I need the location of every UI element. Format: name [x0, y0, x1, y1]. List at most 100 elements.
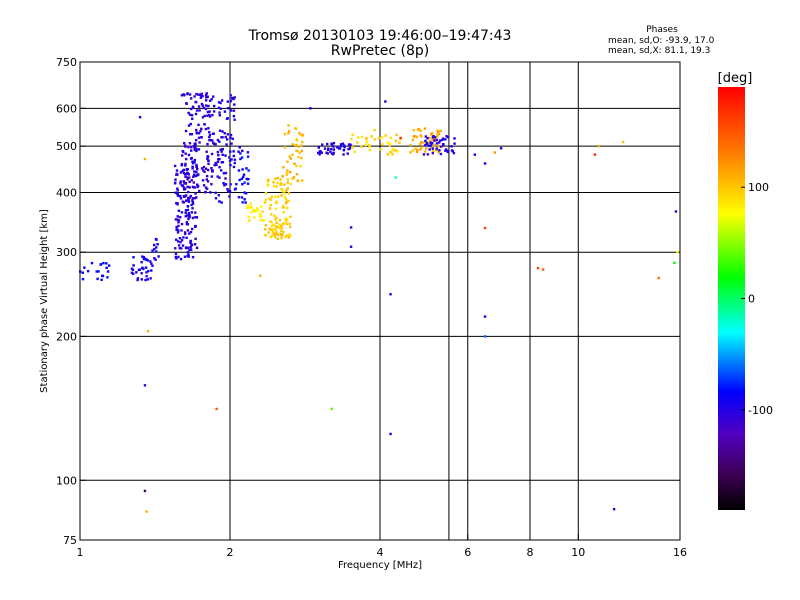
data-point [299, 133, 303, 136]
phase-info-line-o: mean, sd,O: -93.9, 17.0 [608, 36, 715, 46]
data-point [336, 146, 339, 149]
data-point [178, 194, 182, 198]
data-point [249, 205, 253, 208]
data-point [323, 147, 327, 150]
data-point [173, 164, 177, 168]
data-point [435, 138, 439, 142]
data-point [329, 150, 332, 154]
chart-subtitle: RwPretec (8p) [331, 43, 429, 59]
data-point [266, 180, 270, 183]
y-tick-label: 100 [56, 474, 77, 487]
data-point [247, 215, 250, 219]
data-point [176, 229, 180, 232]
data-point [221, 160, 225, 164]
data-point [216, 175, 219, 178]
data-point [536, 266, 540, 270]
data-point [243, 181, 246, 184]
data-point [95, 270, 98, 273]
data-point [195, 165, 198, 168]
data-point [365, 137, 368, 140]
data-point [237, 150, 240, 153]
data-point [208, 113, 211, 117]
data-point [185, 221, 189, 224]
data-point [245, 177, 248, 181]
data-point [253, 216, 256, 219]
colorbar-unit-label: [deg] [718, 71, 753, 86]
data-point [415, 135, 419, 139]
data-point [193, 142, 196, 146]
data-point [233, 96, 236, 99]
data-point [179, 197, 183, 200]
data-point [208, 139, 211, 142]
data-point [187, 145, 190, 149]
data-point [282, 166, 285, 169]
data-point [144, 278, 147, 282]
data-point [439, 152, 443, 156]
data-point [186, 254, 189, 258]
data-point [239, 157, 242, 161]
colorbar-ticks: 100 0 -100 [741, 181, 773, 417]
data-point [433, 136, 437, 139]
data-point [130, 271, 134, 275]
data-point [249, 202, 252, 205]
data-point [264, 198, 268, 202]
y-tick-label: 750 [56, 56, 77, 69]
data-point [224, 154, 227, 157]
data-point [275, 231, 278, 234]
data-point [282, 211, 285, 214]
data-point [282, 183, 286, 186]
data-point [262, 219, 266, 222]
data-point [216, 160, 220, 164]
x-tick-label: 4 [377, 546, 384, 559]
data-point [289, 157, 292, 160]
data-point [428, 148, 431, 151]
data-point [183, 188, 186, 191]
data-point [317, 146, 321, 149]
data-point [189, 230, 193, 234]
data-point [206, 157, 209, 160]
data-point [187, 253, 190, 256]
data-point [541, 268, 545, 271]
data-point [364, 143, 367, 147]
data-point [186, 92, 189, 96]
data-point [180, 229, 183, 232]
data-point [189, 246, 192, 249]
chart-title: Tromsø 20130103 19:46:00–19:47:43 [248, 28, 512, 44]
data-point [291, 143, 294, 146]
data-point [197, 105, 201, 108]
data-point [232, 165, 236, 169]
data-point [180, 247, 183, 250]
data-point [232, 150, 235, 153]
data-point [416, 148, 419, 151]
data-point [379, 148, 383, 151]
data-point [183, 141, 186, 145]
data-point [176, 240, 180, 243]
data-point [426, 153, 430, 156]
data-point [184, 232, 187, 236]
data-point [245, 167, 248, 170]
data-point [197, 123, 200, 127]
data-point [230, 142, 233, 145]
data-point [153, 247, 156, 251]
data-point [285, 222, 288, 226]
data-point [373, 128, 376, 132]
data-point [283, 192, 286, 195]
data-point [282, 206, 285, 209]
data-point [673, 261, 676, 265]
data-point [177, 244, 181, 247]
data-point [188, 180, 191, 184]
data-point [273, 233, 277, 236]
data-point [420, 146, 423, 149]
data-point [208, 133, 212, 137]
data-point [151, 264, 154, 267]
data-point [102, 261, 105, 265]
data-point [612, 507, 616, 511]
data-point [286, 187, 289, 191]
data-point [241, 168, 244, 171]
data-point [174, 191, 177, 194]
data-point [188, 196, 191, 199]
data-point [195, 170, 198, 174]
data-point [283, 132, 287, 136]
data-point [194, 211, 197, 214]
data-point [217, 106, 221, 110]
